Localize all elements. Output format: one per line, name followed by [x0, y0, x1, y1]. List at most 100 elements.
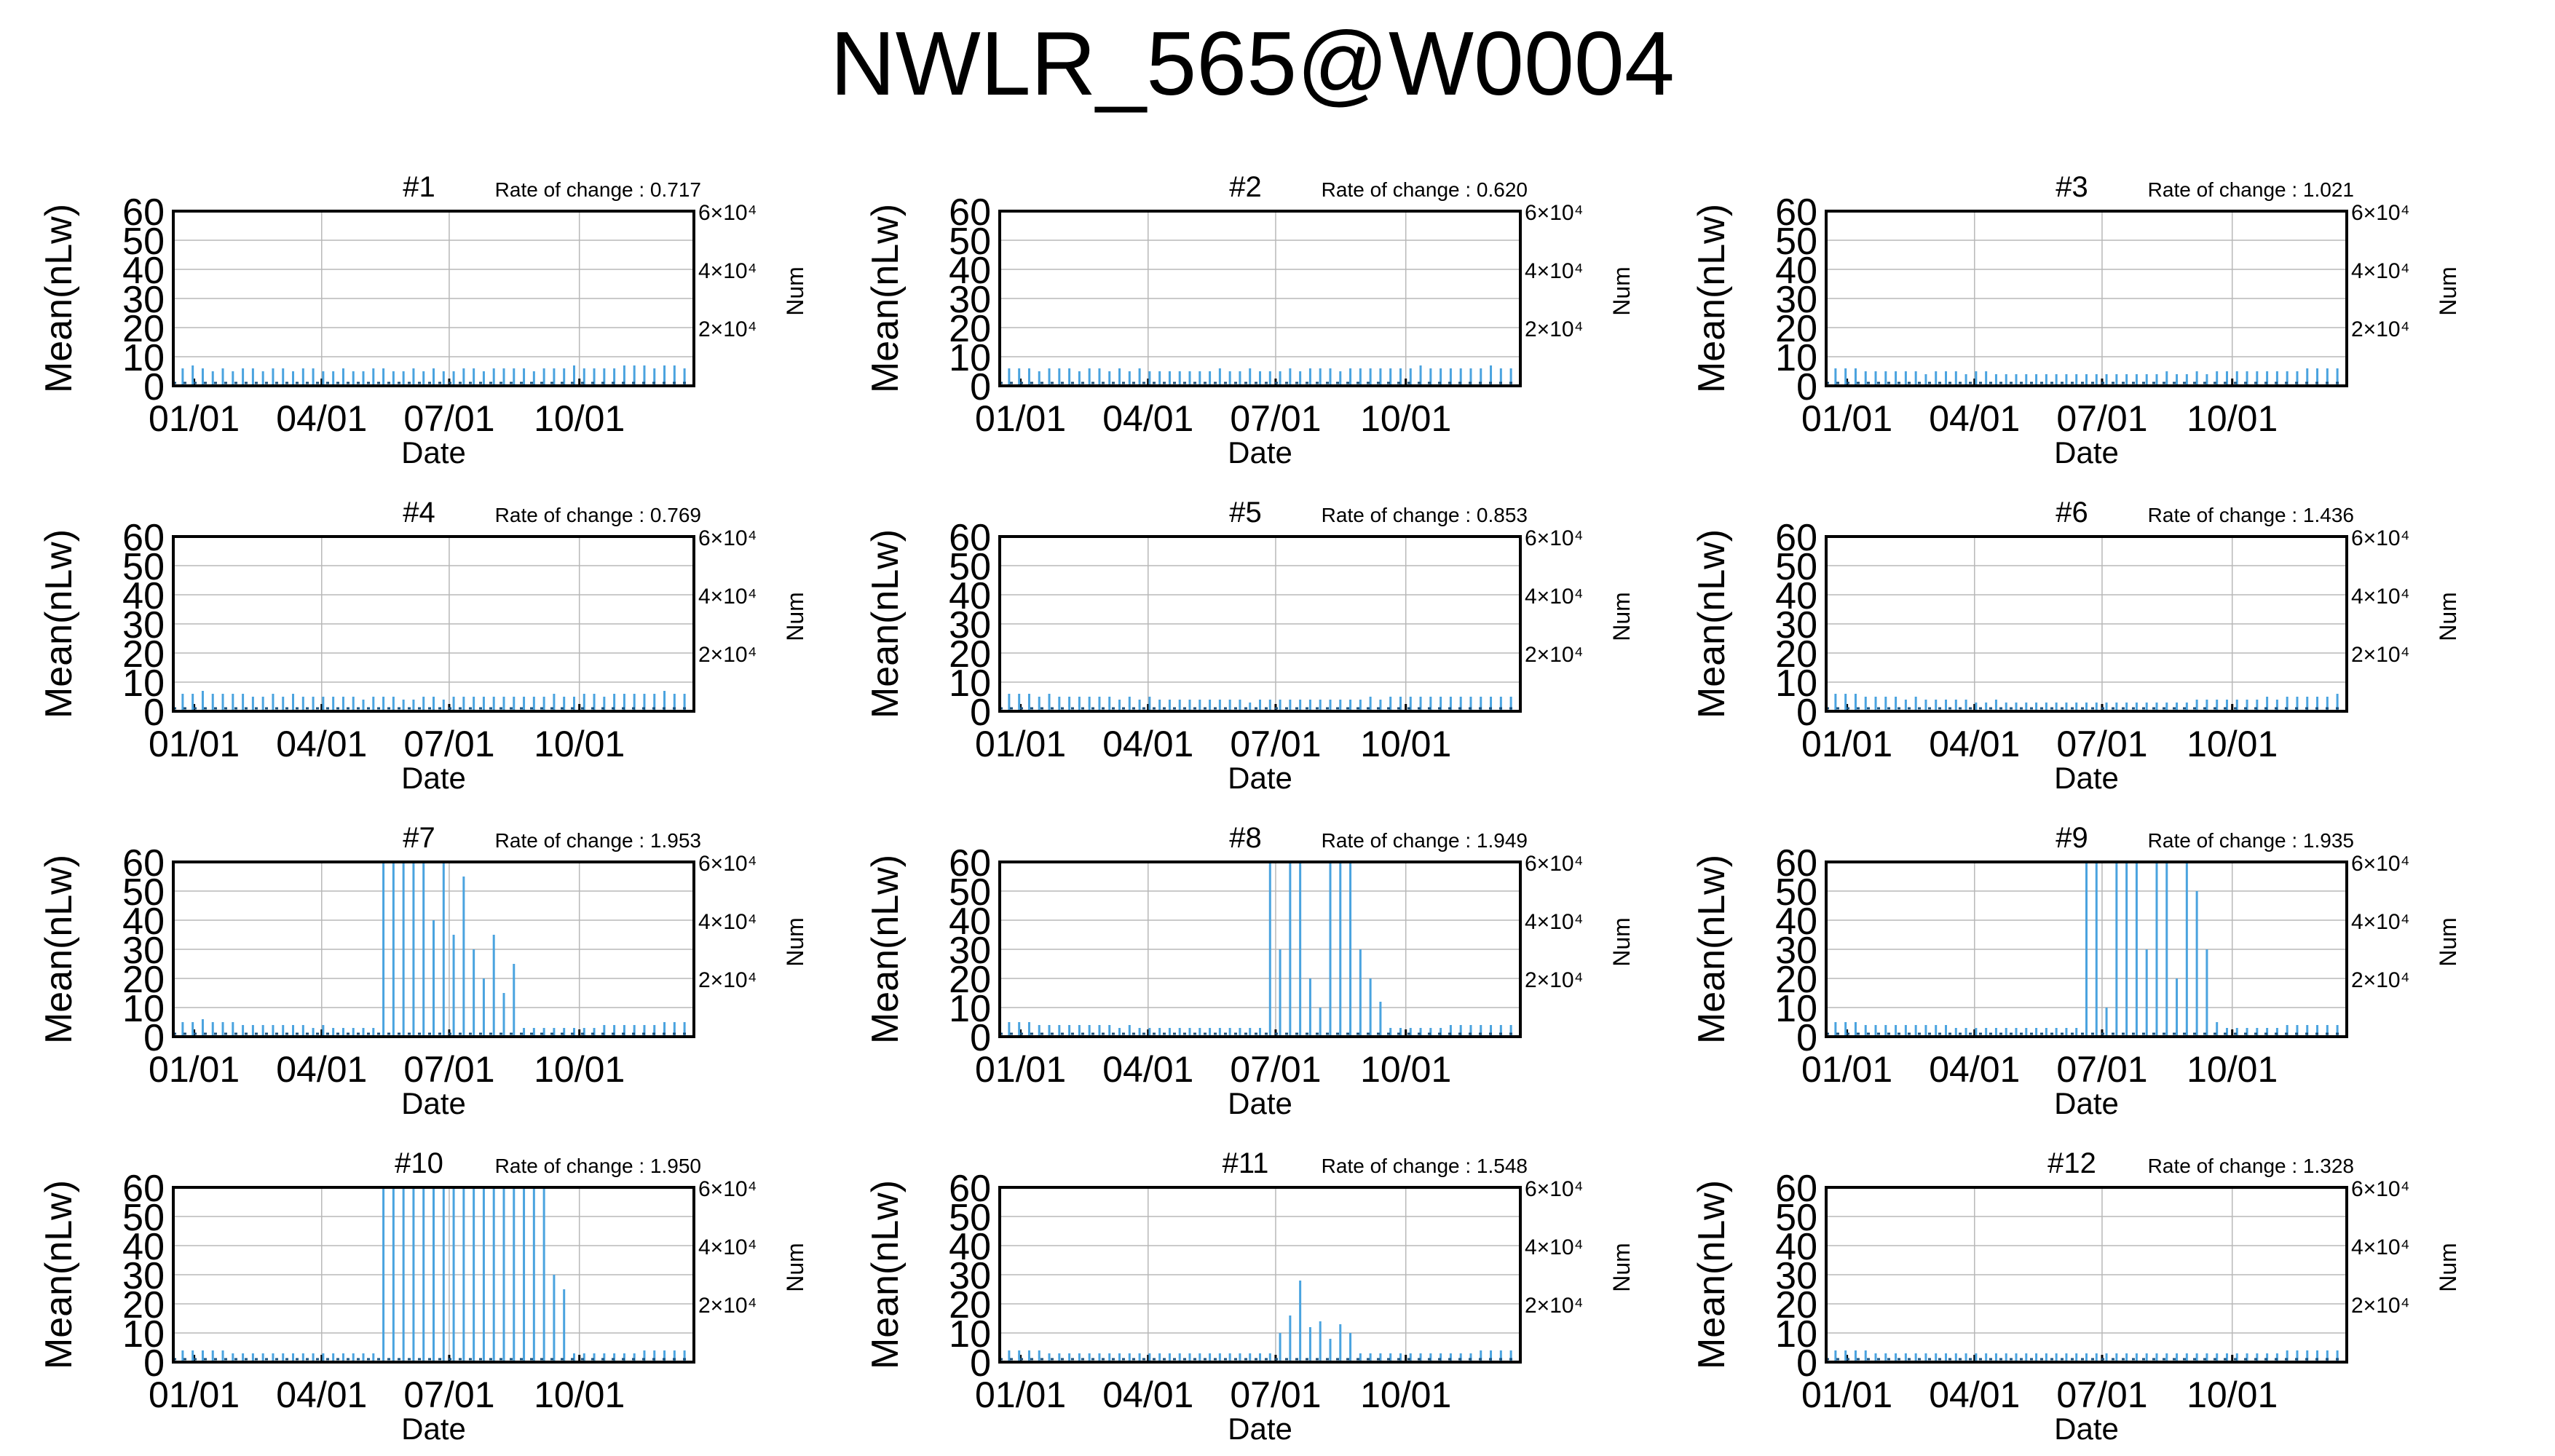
y-tick-label: 20	[949, 959, 991, 1001]
y2-tick-label: 2×10⁴	[2351, 643, 2409, 667]
y-axis-label: Mean(nLw)	[1691, 1180, 1733, 1369]
y-tick-label: 10	[122, 1313, 165, 1356]
x-tick-label: 10/01	[1360, 1049, 1451, 1090]
y-tick-label: 0	[970, 1342, 991, 1385]
rate-of-change-label: Rate of change : 0.620	[1322, 178, 1528, 201]
x-tick-label: 01/01	[149, 1049, 240, 1090]
y-tick-label: 30	[1775, 930, 1817, 972]
x-axis-label: Date	[401, 1412, 466, 1446]
x-tick-label: 10/01	[2187, 724, 2278, 764]
y-tick-label: 50	[1775, 221, 1817, 263]
y-axis-label: Mean(nLw)	[1691, 204, 1733, 393]
rate-of-change-label: Rate of change : 0.769	[495, 504, 701, 526]
y-tick-label: 60	[949, 517, 991, 559]
x-tick-label: 10/01	[1360, 724, 1451, 764]
y-tick-label: 0	[1796, 692, 1817, 734]
x-tick-label: 07/01	[1230, 724, 1321, 764]
y-tick-label: 10	[1775, 337, 1817, 379]
x-tick-label: 07/01	[2056, 398, 2147, 439]
rate-of-change-label: Rate of change : 1.949	[1322, 829, 1528, 852]
y-tick-label: 30	[122, 930, 165, 972]
y-tick-label: 0	[970, 1017, 991, 1059]
y-tick-label: 50	[949, 546, 991, 588]
x-tick-label: 04/01	[1102, 1374, 1193, 1415]
x-axis-label: Date	[401, 1086, 466, 1120]
x-tick-label: 04/01	[1102, 1049, 1193, 1090]
plot-frame	[998, 210, 1522, 387]
plot-frame	[172, 860, 695, 1038]
rate-of-change-label: Rate of change : 0.717	[495, 178, 701, 201]
x-axis-label: Date	[401, 435, 466, 470]
panel-title: #12	[2047, 1147, 2096, 1179]
panel-title: #10	[395, 1147, 443, 1179]
y2-axis-label: Num	[782, 1243, 808, 1292]
x-tick-label: 10/01	[534, 398, 625, 439]
figure-title: NWLR_565@W0004	[830, 14, 1675, 114]
y-tick-label: 40	[1775, 250, 1817, 292]
panel-title: #8	[1229, 822, 1262, 854]
y2-axis-label: Num	[2435, 266, 2461, 316]
y2-tick-label: 6×10⁴	[1525, 201, 1583, 225]
panel-title: #3	[2056, 171, 2088, 203]
y-tick-label: 20	[949, 1284, 991, 1326]
x-tick-label: 04/01	[1102, 398, 1193, 439]
y-tick-label: 20	[1775, 308, 1817, 350]
rate-of-change-label: Rate of change : 1.328	[2148, 1155, 2354, 1177]
panel-title: #2	[1229, 171, 1262, 203]
x-tick-label: 07/01	[2056, 1049, 2147, 1090]
rate-of-change-label: Rate of change : 1.935	[2148, 829, 2354, 852]
y2-tick-label: 4×10⁴	[698, 585, 757, 609]
y-axis-label: Mean(nLw)	[864, 529, 907, 719]
x-axis-label: Date	[1228, 761, 1292, 795]
x-axis-label: Date	[1228, 1086, 1292, 1120]
y-tick-label: 30	[122, 279, 165, 321]
y-tick-label: 40	[122, 901, 165, 943]
x-tick-label: 10/01	[2187, 398, 2278, 439]
y-tick-label: 30	[1775, 279, 1817, 321]
y2-axis-label: Num	[1608, 592, 1635, 641]
y-tick-label: 40	[1775, 575, 1817, 617]
y-tick-label: 30	[122, 604, 165, 646]
panel-title: #7	[403, 822, 435, 854]
x-tick-label: 01/01	[1801, 1049, 1892, 1090]
y2-tick-label: 6×10⁴	[698, 852, 757, 876]
x-tick-label: 10/01	[534, 724, 625, 764]
x-tick-label: 10/01	[2187, 1049, 2278, 1090]
x-axis-label: Date	[2054, 435, 2119, 470]
y2-tick-label: 6×10⁴	[2351, 1177, 2409, 1201]
y-tick-label: 40	[122, 250, 165, 292]
x-axis-label: Date	[2054, 761, 2119, 795]
plot-frame	[172, 1186, 695, 1364]
y-axis-label: Mean(nLw)	[1691, 529, 1733, 719]
x-tick-label: 01/01	[975, 724, 1066, 764]
y-tick-label: 60	[122, 191, 165, 234]
y2-tick-label: 6×10⁴	[1525, 852, 1583, 876]
y-tick-label: 40	[122, 575, 165, 617]
y-tick-label: 50	[1775, 1197, 1817, 1239]
panel-title: #1	[403, 171, 435, 203]
x-tick-label: 04/01	[1929, 724, 2020, 764]
y-tick-label: 60	[1775, 1168, 1817, 1210]
x-tick-label: 07/01	[2056, 724, 2147, 764]
y2-tick-label: 2×10⁴	[2351, 1294, 2409, 1318]
plot-frame	[998, 1186, 1522, 1364]
y2-tick-label: 2×10⁴	[2351, 968, 2409, 992]
y2-tick-label: 6×10⁴	[698, 201, 757, 225]
y-tick-label: 50	[122, 1197, 165, 1239]
y-tick-label: 20	[1775, 959, 1817, 1001]
y2-tick-label: 4×10⁴	[2351, 585, 2409, 609]
y-tick-label: 30	[949, 930, 991, 972]
y-tick-label: 60	[949, 1168, 991, 1210]
y2-tick-label: 2×10⁴	[698, 968, 757, 992]
y2-axis-label: Num	[2435, 917, 2461, 967]
y2-tick-label: 2×10⁴	[1525, 317, 1583, 341]
y-axis-label: Mean(nLw)	[1691, 855, 1733, 1044]
y2-tick-label: 4×10⁴	[2351, 259, 2409, 283]
panel-title: #5	[1229, 496, 1262, 529]
y2-tick-label: 6×10⁴	[1525, 1177, 1583, 1201]
y-axis-label: Mean(nLw)	[864, 204, 907, 393]
